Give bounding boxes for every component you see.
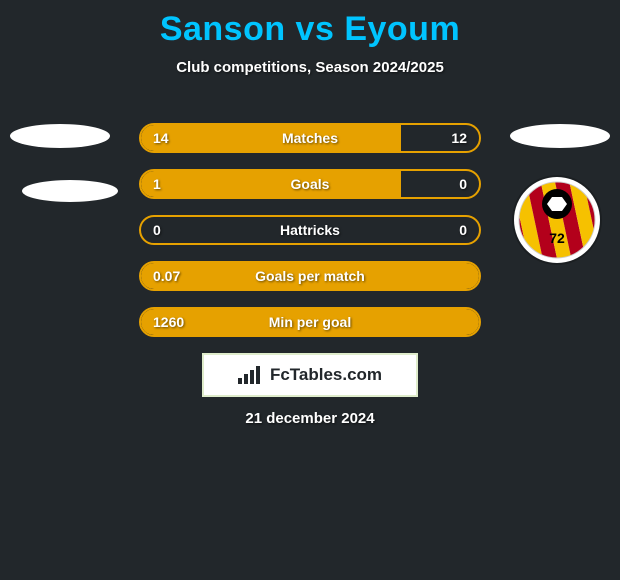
- stat-label: Min per goal: [141, 309, 479, 335]
- svg-text:72: 72: [549, 230, 565, 246]
- stat-label: Hattricks: [141, 217, 479, 243]
- player-right-avatar-placeholder: [510, 124, 610, 148]
- club-crest: 72: [514, 177, 600, 263]
- stat-right-value: 12: [451, 125, 467, 151]
- player-left-avatar-placeholder-1: [10, 124, 110, 148]
- stat-right-value: 0: [459, 171, 467, 197]
- stat-row-goals: 1 Goals 0: [139, 169, 481, 199]
- source-badge-text: FcTables.com: [270, 365, 382, 385]
- player-left-avatar-placeholder-2: [22, 180, 118, 202]
- stat-row-hattricks: 0 Hattricks 0: [139, 215, 481, 245]
- stat-label: Goals: [141, 171, 479, 197]
- stat-right-value: 0: [459, 217, 467, 243]
- stat-row-goals-per-match: 0.07 Goals per match: [139, 261, 481, 291]
- stat-label: Matches: [141, 125, 479, 151]
- subtitle: Club competitions, Season 2024/2025: [0, 59, 620, 76]
- stat-row-matches: 14 Matches 12: [139, 123, 481, 153]
- bars-icon: [238, 366, 262, 384]
- page-title: Sanson vs Eyoum: [0, 0, 620, 49]
- source-badge[interactable]: FcTables.com: [202, 353, 418, 397]
- stats-bars: 14 Matches 12 1 Goals 0 0 Hattricks 0 0.…: [139, 123, 481, 353]
- stat-row-min-per-goal: 1260 Min per goal: [139, 307, 481, 337]
- date-label: 21 december 2024: [0, 410, 620, 427]
- stat-label: Goals per match: [141, 263, 479, 289]
- crest-icon: 72: [517, 180, 597, 260]
